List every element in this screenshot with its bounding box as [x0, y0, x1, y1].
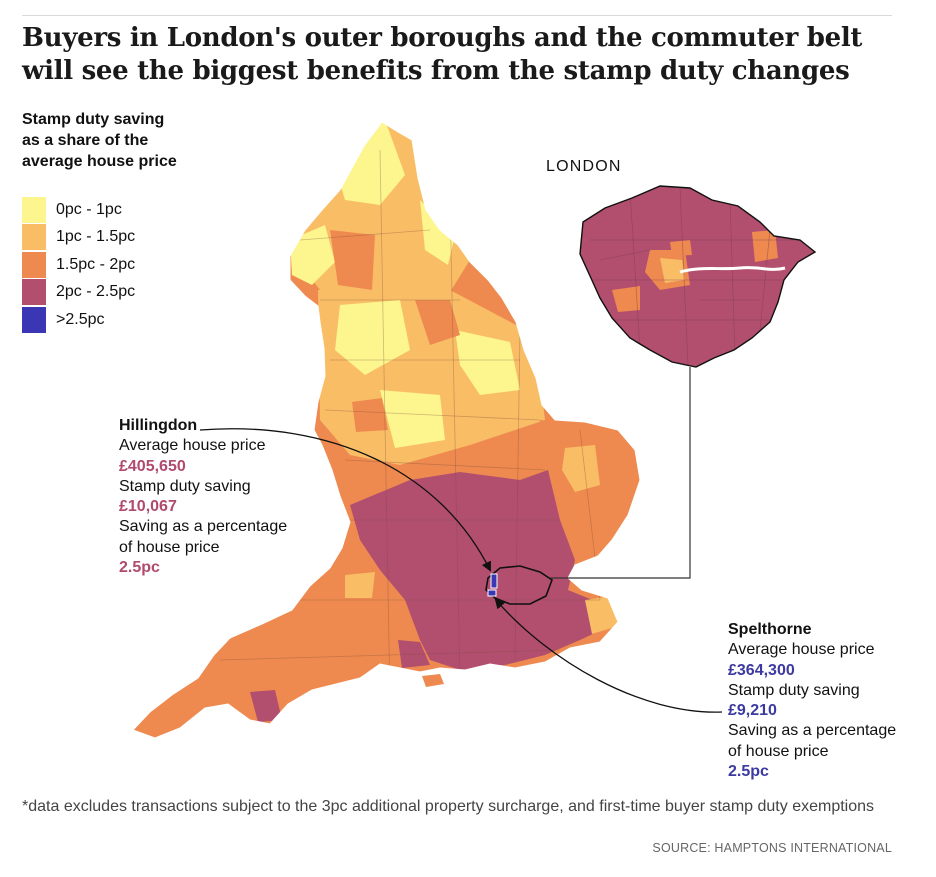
london-east-orange [752, 230, 778, 262]
hillingdon-arrow [199, 428, 491, 572]
legend-swatch [22, 251, 47, 278]
legend: 0pc - 1pc 1pc - 1.5pc 1.5pc - 2pc 2pc - … [22, 196, 135, 334]
spelthorne-callout: Spelthorne Average house price £364,300 … [728, 620, 896, 782]
spelthorne-pct-label-1: Saving as a percentage [728, 722, 897, 740]
region-boundaries [219, 149, 601, 701]
legend-item-0-1: 0pc - 1pc [22, 196, 135, 224]
hillingdon-price-label: Average house price [119, 437, 266, 455]
spelthorne-name: Spelthorne [728, 621, 812, 638]
legend-item-1-1-5: 1pc - 1.5pc [22, 224, 135, 252]
hillingdon-pct-label-1: Saving as a percentage [119, 518, 288, 536]
legend-swatch [22, 224, 47, 251]
legend-label: 2pc - 2.5pc [56, 283, 136, 301]
london-inset-outline [579, 185, 817, 368]
hillingdon-saving: £10,067 [119, 498, 177, 516]
london-inset-label: LONDON [546, 158, 622, 175]
region-bristol [345, 572, 375, 598]
legend-label: 0pc - 1pc [56, 200, 122, 218]
hillingdon-pct: 2.5pc [119, 559, 160, 577]
legend-swatch [22, 279, 47, 306]
hillingdon-marker [490, 573, 498, 589]
legend-title: Stamp duty saving as a share of the aver… [22, 111, 177, 170]
headline: Buyers in London's outer boroughs and th… [22, 23, 863, 86]
region-midlands-yellow-c [380, 390, 445, 448]
london-sw-orange [612, 286, 640, 312]
legend-item-over-2-5: >2.5pc [22, 306, 135, 334]
london-inset [580, 186, 815, 367]
legend-label: 1.5pc - 2pc [56, 255, 136, 273]
hillingdon-callout: Hillingdon Average house price £405,650 … [119, 416, 287, 578]
borough-boundaries [585, 187, 810, 366]
region-cumbria-orange [330, 230, 375, 290]
hillingdon-price: £405,650 [119, 457, 186, 475]
region-devon-south [250, 690, 282, 722]
thames-river [679, 266, 786, 274]
hillingdon-saving-label: Stamp duty saving [119, 477, 251, 495]
legend-label: >2.5pc [56, 310, 105, 328]
spelthorne-arrow [494, 598, 723, 713]
isle-of-wight [422, 674, 444, 687]
england-outline [132, 121, 641, 739]
region-leeds-orange [415, 300, 460, 345]
spelthorne-price-label: Average house price [728, 641, 875, 659]
hillingdon-pct-label-2: of house price [119, 538, 220, 556]
spelthorne-saving: £9,210 [728, 702, 777, 720]
region-west-mid-orange [352, 398, 388, 432]
region-north-yellow-b [290, 225, 335, 285]
spelthorne-marker [487, 589, 497, 597]
footnote: *data excludes transactions subject to t… [22, 798, 875, 815]
legend-swatch [22, 306, 47, 333]
inset-leader-line [550, 367, 691, 579]
hillingdon-name: Hillingdon [119, 417, 198, 434]
legend-item-1-5-2: 1.5pc - 2pc [22, 251, 135, 279]
region-midlands-yellow-b [455, 330, 520, 395]
region-south-east [350, 470, 612, 670]
region-bournemouth [398, 640, 430, 668]
legend-item-2-2-5: 2pc - 2.5pc [22, 279, 135, 307]
region-kent-coast [585, 596, 618, 634]
london-central-light [660, 258, 685, 283]
spelthorne-pct-label-2: of house price [728, 742, 829, 760]
region-norwich [562, 445, 600, 492]
top-divider [22, 15, 892, 16]
spelthorne-price: £364,300 [728, 661, 795, 679]
source-credit: SOURCE: HAMPTONS INTERNATIONAL [652, 841, 892, 855]
region-north-yellow-c [420, 200, 455, 265]
legend-swatch [22, 196, 47, 223]
london-north-orange [670, 240, 692, 256]
region-midlands-yellow-a [335, 300, 410, 375]
spelthorne-pct: 2.5pc [728, 763, 769, 781]
legend-label: 1pc - 1.5pc [56, 228, 136, 246]
spelthorne-saving-label: Stamp duty saving [728, 681, 860, 699]
